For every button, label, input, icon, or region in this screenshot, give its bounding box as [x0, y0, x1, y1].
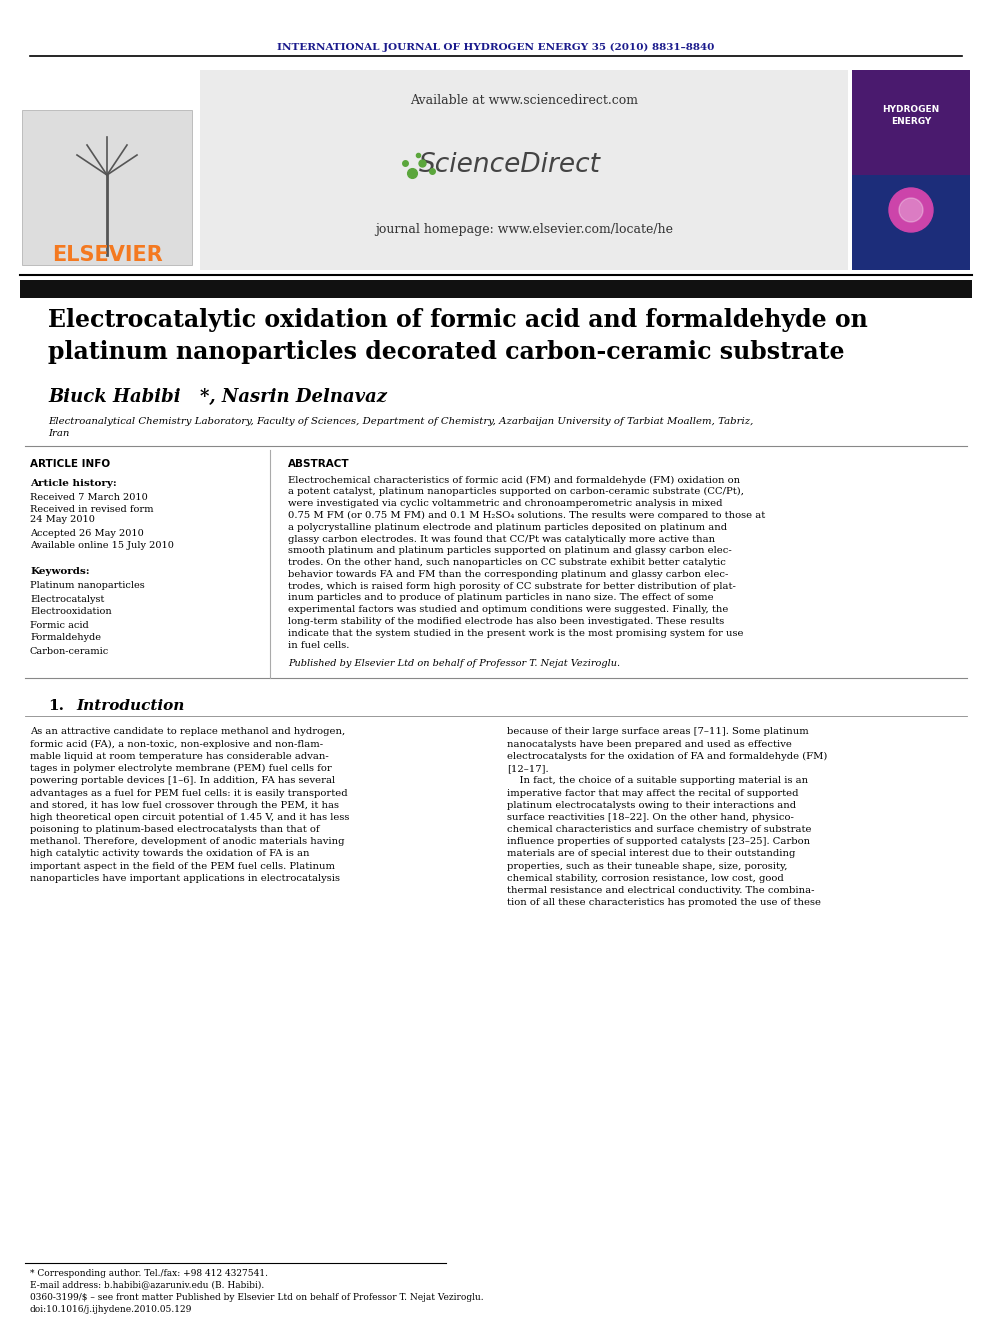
Text: tion of all these characteristics has promoted the use of these: tion of all these characteristics has pr… [507, 898, 821, 908]
Text: important aspect in the field of the PEM fuel cells. Platinum: important aspect in the field of the PEM… [30, 861, 335, 871]
Text: experimental factors was studied and optimum conditions were suggested. Finally,: experimental factors was studied and opt… [288, 606, 728, 614]
Text: *, Nasrin Delnavaz: *, Nasrin Delnavaz [200, 388, 387, 406]
Text: Biuck Habibi: Biuck Habibi [48, 388, 181, 406]
Text: Platinum nanoparticles: Platinum nanoparticles [30, 582, 145, 590]
Text: chemical characteristics and surface chemistry of substrate: chemical characteristics and surface che… [507, 826, 811, 833]
Text: Iran: Iran [48, 430, 69, 438]
Text: As an attractive candidate to replace methanol and hydrogen,: As an attractive candidate to replace me… [30, 728, 345, 737]
Text: Electroanalytical Chemistry Laboratory, Faculty of Sciences, Department of Chemi: Electroanalytical Chemistry Laboratory, … [48, 418, 753, 426]
Text: ScienceDirect: ScienceDirect [419, 152, 601, 179]
Text: properties, such as their tuneable shape, size, porosity,: properties, such as their tuneable shape… [507, 861, 788, 871]
Text: ABSTRACT: ABSTRACT [288, 459, 349, 468]
Text: In fact, the choice of a suitable supporting material is an: In fact, the choice of a suitable suppor… [507, 777, 808, 786]
Text: 0360-3199/$ – see front matter Published by Elsevier Ltd on behalf of Professor : 0360-3199/$ – see front matter Published… [30, 1293, 484, 1302]
Text: Carbon-ceramic: Carbon-ceramic [30, 647, 109, 655]
Text: formic acid (FA), a non-toxic, non-explosive and non-flam-: formic acid (FA), a non-toxic, non-explo… [30, 740, 323, 749]
Text: ENERGY: ENERGY [891, 116, 931, 126]
Text: Received in revised form: Received in revised form [30, 504, 154, 513]
Text: were investigated via cyclic voltammetric and chronoamperometric analysis in mix: were investigated via cyclic voltammetri… [288, 499, 722, 508]
Text: a potent catalyst, platinum nanoparticles supported on carbon-ceramic substrate : a potent catalyst, platinum nanoparticle… [288, 487, 744, 496]
Text: nanocatalysts have been prepared and used as effective: nanocatalysts have been prepared and use… [507, 740, 792, 749]
Text: Introduction: Introduction [76, 699, 185, 713]
Circle shape [899, 198, 923, 222]
Text: Published by Elsevier Ltd on behalf of Professor T. Nejat Veziroglu.: Published by Elsevier Ltd on behalf of P… [288, 659, 620, 668]
Text: Formic acid: Formic acid [30, 620, 88, 630]
Bar [20, 280, 972, 298]
Text: Keywords:: Keywords: [30, 568, 89, 577]
Bar [200, 70, 848, 270]
Text: Article history:: Article history: [30, 479, 117, 488]
Text: Electrocatalytic oxidation of formic acid and formaldehyde on: Electrocatalytic oxidation of formic aci… [48, 308, 868, 332]
Text: chemical stability, corrosion resistance, low cost, good: chemical stability, corrosion resistance… [507, 875, 784, 882]
Text: Formaldehyde: Formaldehyde [30, 634, 101, 643]
Text: 1.: 1. [48, 699, 64, 713]
Text: Electrochemical characteristics of formic acid (FM) and formaldehyde (FM) oxidat: Electrochemical characteristics of formi… [288, 475, 740, 484]
Text: surface reactivities [18–22]. On the other hand, physico-: surface reactivities [18–22]. On the oth… [507, 812, 794, 822]
Text: poisoning to platinum-based electrocatalysts than that of: poisoning to platinum-based electrocatal… [30, 826, 319, 833]
Text: glassy carbon electrodes. It was found that CC/Pt was catalytically more active : glassy carbon electrodes. It was found t… [288, 534, 715, 544]
Text: inum particles and to produce of platinum particles in nano size. The effect of : inum particles and to produce of platinu… [288, 594, 713, 602]
Text: long-term stability of the modified electrode has also been investigated. These : long-term stability of the modified elec… [288, 617, 724, 626]
Text: trodes, which is raised form high porosity of CC substrate for better distributi: trodes, which is raised form high porosi… [288, 582, 736, 590]
Text: Available at www.sciencedirect.com: Available at www.sciencedirect.com [410, 94, 638, 106]
Text: Received 7 March 2010: Received 7 March 2010 [30, 492, 148, 501]
Text: high theoretical open circuit potential of 1.45 V, and it has less: high theoretical open circuit potential … [30, 812, 349, 822]
Text: nanoparticles have important applications in electrocatalysis: nanoparticles have important application… [30, 875, 340, 882]
Text: advantages as a fuel for PEM fuel cells: it is easily transported: advantages as a fuel for PEM fuel cells:… [30, 789, 347, 798]
Text: tages in polymer electrolyte membrane (PEM) fuel cells for: tages in polymer electrolyte membrane (P… [30, 765, 331, 773]
Text: thermal resistance and electrical conductivity. The combina-: thermal resistance and electrical conduc… [507, 886, 814, 896]
Text: Accepted 26 May 2010: Accepted 26 May 2010 [30, 528, 144, 537]
Text: 0.75 M FM (or 0.75 M FM) and 0.1 M H₂SO₄ solutions. The results were compared to: 0.75 M FM (or 0.75 M FM) and 0.1 M H₂SO₄… [288, 511, 765, 520]
Text: materials are of special interest due to their outstanding: materials are of special interest due to… [507, 849, 796, 859]
Text: imperative factor that may affect the recital of supported: imperative factor that may affect the re… [507, 789, 799, 798]
Text: because of their large surface areas [7–11]. Some platinum: because of their large surface areas [7–… [507, 728, 808, 737]
Text: Electrocatalyst: Electrocatalyst [30, 594, 104, 603]
Bar [22, 110, 192, 265]
Text: a polycrystalline platinum electrode and platinum particles deposited on platinu: a polycrystalline platinum electrode and… [288, 523, 727, 532]
Text: * Corresponding author. Tel./fax: +98 412 4327541.: * Corresponding author. Tel./fax: +98 41… [30, 1269, 268, 1278]
Text: 24 May 2010: 24 May 2010 [30, 516, 95, 524]
Text: journal homepage: www.elsevier.com/locate/he: journal homepage: www.elsevier.com/locat… [375, 224, 673, 237]
Text: INTERNATIONAL JOURNAL OF HYDROGEN ENERGY 35 (2010) 8831–8840: INTERNATIONAL JOURNAL OF HYDROGEN ENERGY… [278, 42, 714, 52]
Text: in fuel cells.: in fuel cells. [288, 640, 349, 650]
Text: ARTICLE INFO: ARTICLE INFO [30, 459, 110, 468]
Text: doi:10.1016/j.ijhydene.2010.05.129: doi:10.1016/j.ijhydene.2010.05.129 [30, 1304, 192, 1314]
Circle shape [889, 188, 933, 232]
Text: methanol. Therefore, development of anodic materials having: methanol. Therefore, development of anod… [30, 837, 344, 847]
Text: Electrooxidation: Electrooxidation [30, 607, 112, 617]
Text: mable liquid at room temperature has considerable advan-: mable liquid at room temperature has con… [30, 751, 328, 761]
Text: high catalytic activity towards the oxidation of FA is an: high catalytic activity towards the oxid… [30, 849, 310, 859]
Text: influence properties of supported catalysts [23–25]. Carbon: influence properties of supported cataly… [507, 837, 810, 847]
Bar [852, 70, 970, 270]
Text: behavior towards FA and FM than the corresponding platinum and glassy carbon ele: behavior towards FA and FM than the corr… [288, 570, 728, 579]
Text: E-mail address: b.habibi@azaruniv.edu (B. Habibi).: E-mail address: b.habibi@azaruniv.edu (B… [30, 1281, 264, 1290]
Text: [12–17].: [12–17]. [507, 765, 549, 773]
Bar [852, 70, 970, 175]
Text: and stored, it has low fuel crossover through the PEM, it has: and stored, it has low fuel crossover th… [30, 800, 339, 810]
Text: electrocatalysts for the oxidation of FA and formaldehyde (FM): electrocatalysts for the oxidation of FA… [507, 751, 827, 761]
Text: trodes. On the other hand, such nanoparticles on CC substrate exhibit better cat: trodes. On the other hand, such nanopart… [288, 558, 726, 568]
Text: HYDROGEN: HYDROGEN [882, 106, 939, 115]
Text: smooth platinum and platinum particles supported on platinum and glassy carbon e: smooth platinum and platinum particles s… [288, 546, 732, 556]
Text: ELSEVIER: ELSEVIER [52, 245, 163, 265]
Text: platinum nanoparticles decorated carbon-ceramic substrate: platinum nanoparticles decorated carbon-… [48, 340, 844, 364]
Text: platinum electrocatalysts owing to their interactions and: platinum electrocatalysts owing to their… [507, 800, 797, 810]
Text: indicate that the system studied in the present work is the most promising syste: indicate that the system studied in the … [288, 628, 743, 638]
Text: powering portable devices [1–6]. In addition, FA has several: powering portable devices [1–6]. In addi… [30, 777, 335, 786]
Text: Available online 15 July 2010: Available online 15 July 2010 [30, 541, 174, 550]
